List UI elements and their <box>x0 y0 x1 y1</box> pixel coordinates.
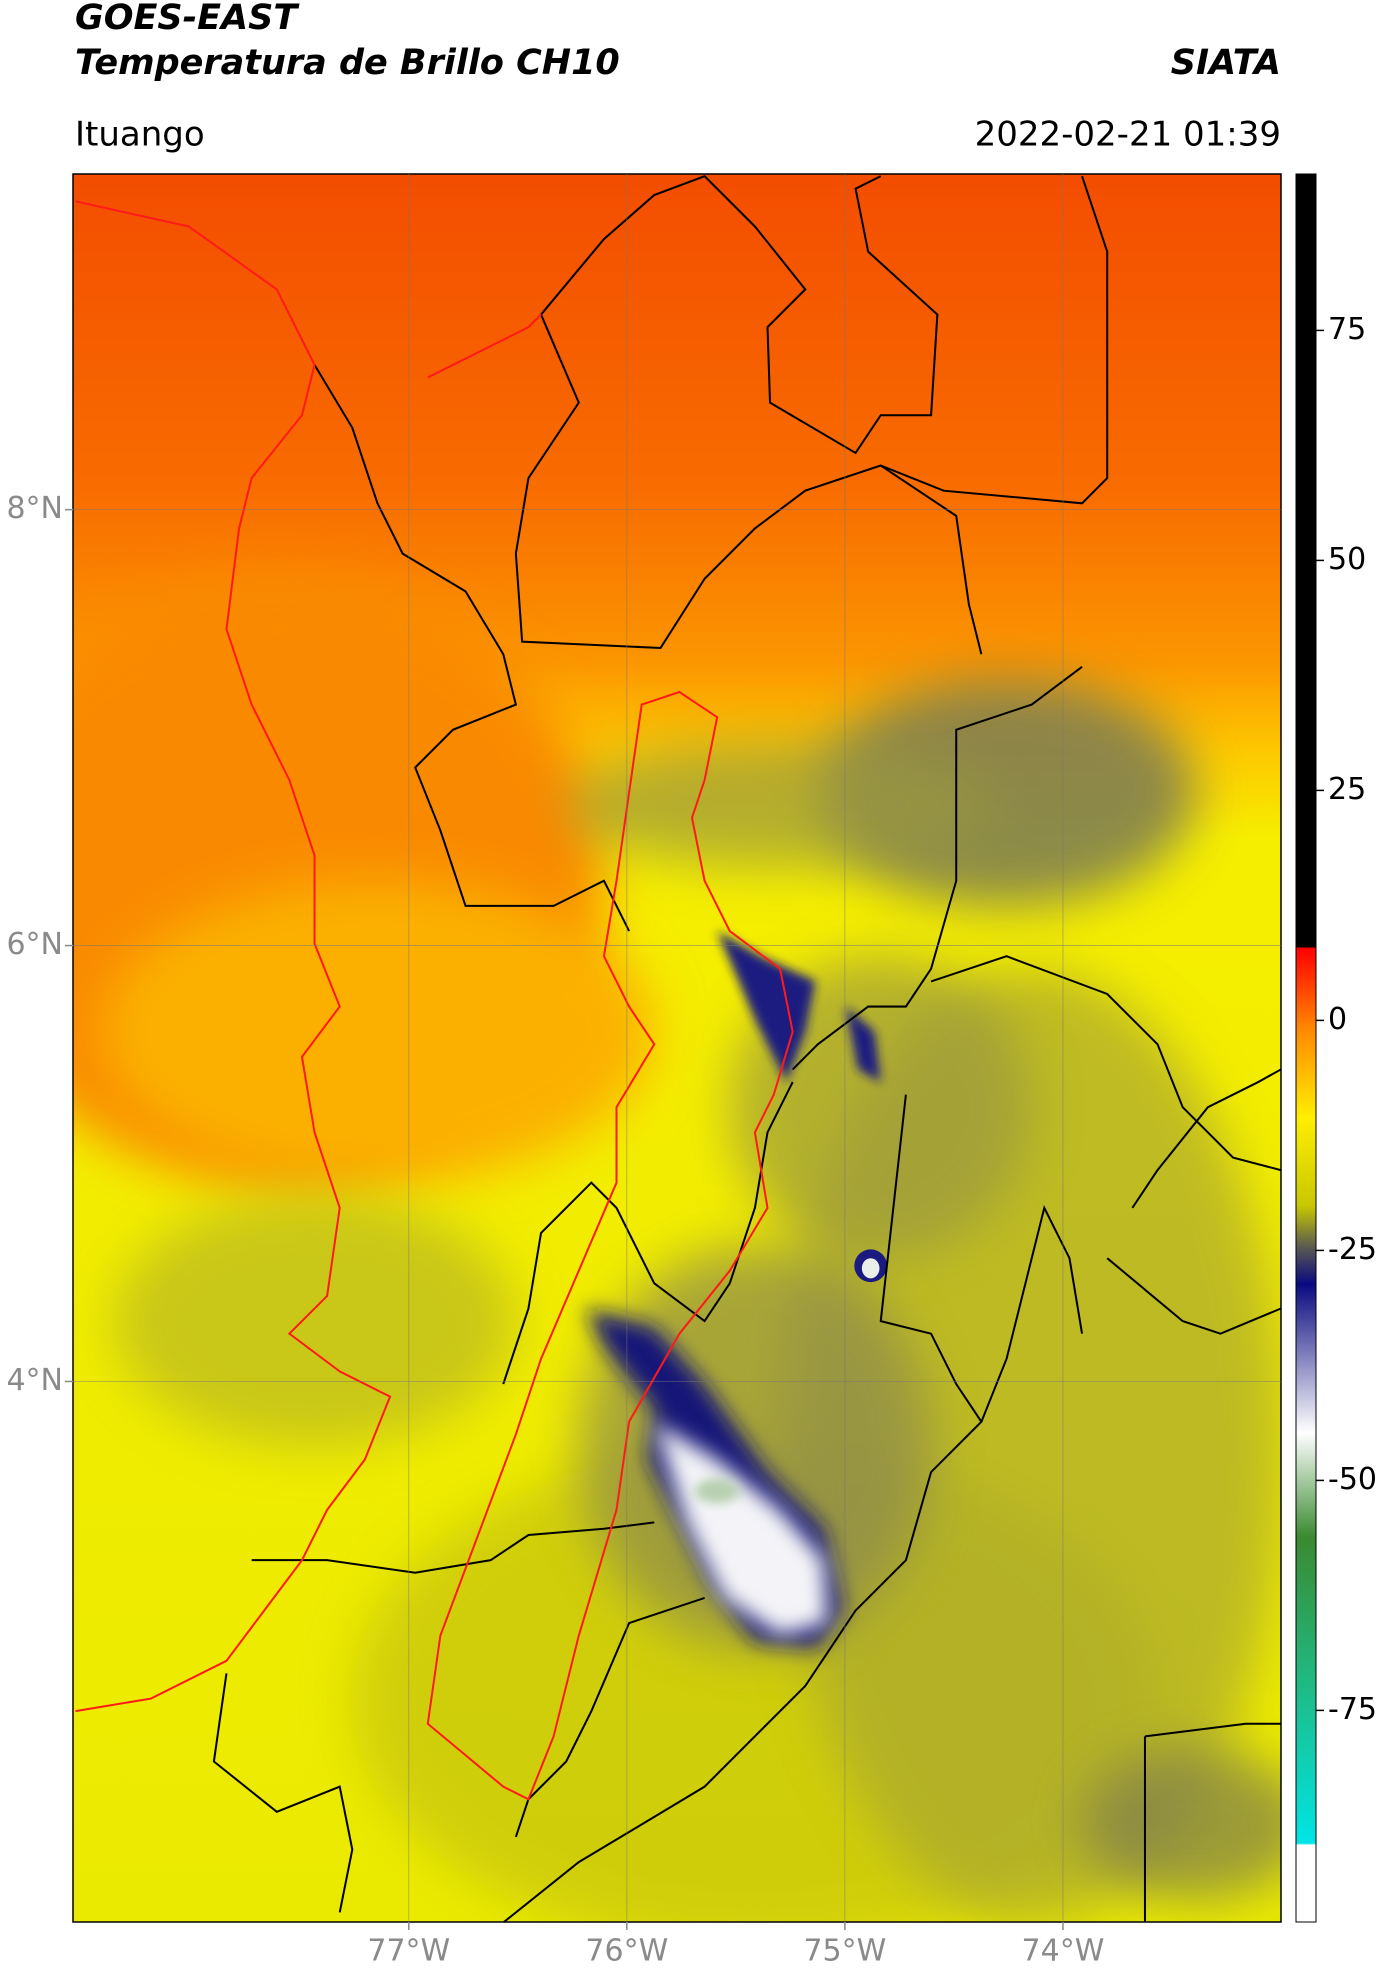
colorbar-tick-label: 50 <box>1328 542 1366 577</box>
map-frame <box>72 173 1282 1923</box>
lat-tick-label: 4°N <box>6 1363 63 1398</box>
colorbar <box>1295 173 1317 1923</box>
lon-tick-label: 75°W <box>803 1934 886 1969</box>
product-title: Temperatura de Brillo CH10 <box>75 43 620 83</box>
datetime: 2022-02-21 01:39 <box>975 115 1281 155</box>
lat-tick-label: 8°N <box>6 491 63 526</box>
lon-tick-label: 76°W <box>585 1934 668 1969</box>
lon-tick-label: 77°W <box>367 1934 450 1969</box>
lat-tick-label: 6°N <box>6 927 63 962</box>
lon-tick-label: 74°W <box>1022 1934 1105 1969</box>
colorbar-tick-label: 75 <box>1328 312 1366 347</box>
agency: SIATA <box>1171 43 1281 83</box>
colorbar-tick-label: -75 <box>1328 1692 1377 1727</box>
location: Ituango <box>75 115 205 155</box>
colorbar-tick-label: 25 <box>1328 772 1366 807</box>
satellite-image <box>72 173 1281 1923</box>
colorbar-tick-label: 0 <box>1328 1002 1347 1037</box>
colorbar-tick-label: -25 <box>1328 1232 1377 1267</box>
satellite-title: GOES-EAST <box>75 0 300 38</box>
colorbar-tick-label: -50 <box>1328 1462 1377 1497</box>
